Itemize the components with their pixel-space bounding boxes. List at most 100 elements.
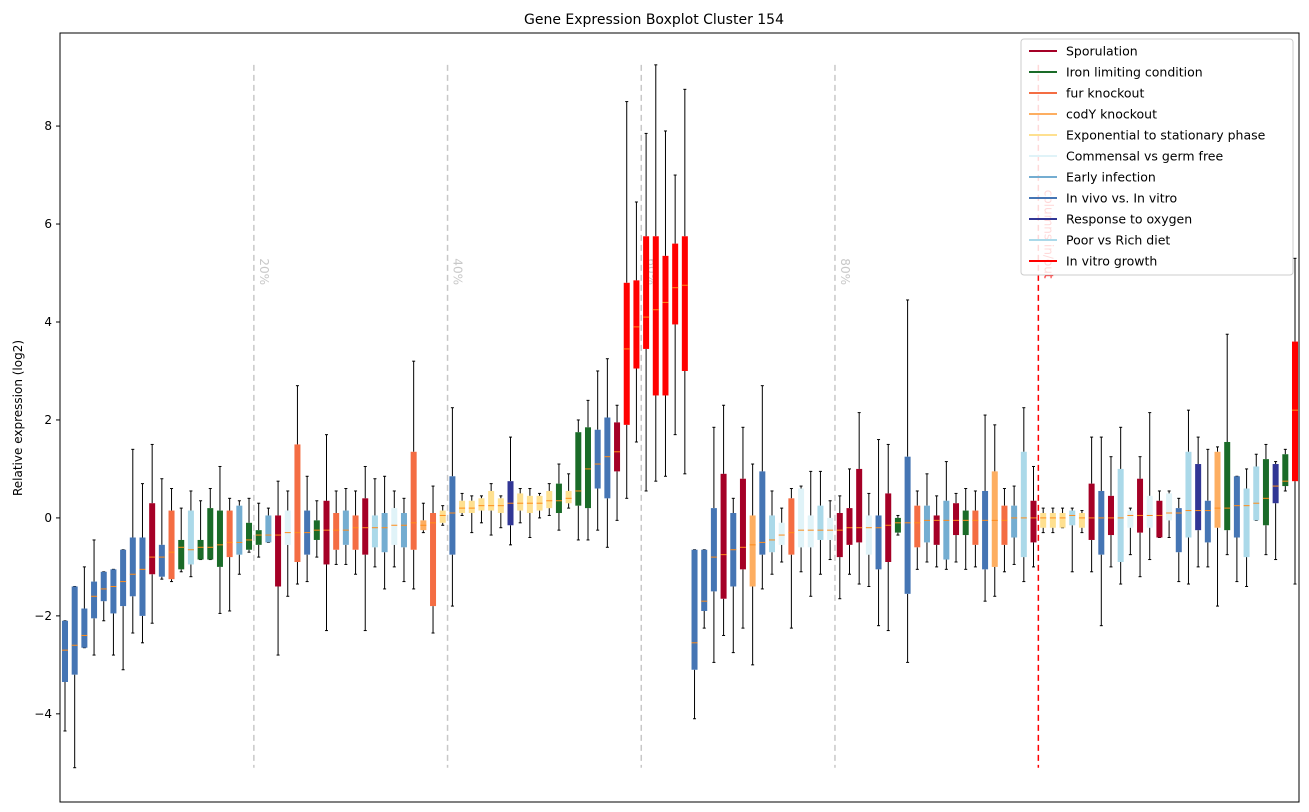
box <box>333 513 340 550</box>
y-tick-label: 4 <box>44 315 52 329</box>
box <box>875 515 882 570</box>
box <box>207 508 214 560</box>
box <box>904 456 911 594</box>
box <box>91 581 98 619</box>
box <box>488 490 495 511</box>
box <box>517 493 524 511</box>
box <box>255 530 262 545</box>
box <box>178 539 185 570</box>
box <box>100 571 107 602</box>
legend-label: Response to oxygen <box>1066 212 1192 227</box>
box <box>836 513 843 558</box>
box <box>410 451 417 550</box>
percentile-label: 80% <box>838 258 852 285</box>
box <box>439 510 446 523</box>
box <box>865 515 872 555</box>
box <box>371 515 378 548</box>
box <box>1166 493 1173 521</box>
box <box>894 517 901 533</box>
box <box>662 255 669 396</box>
box <box>962 510 969 536</box>
box <box>759 471 766 555</box>
box <box>1204 500 1211 543</box>
legend-label: Poor vs Rich diet <box>1066 233 1170 248</box>
box <box>275 515 282 587</box>
legend-label: In vivo vs. In vitro <box>1066 191 1177 206</box>
y-tick-label: 8 <box>44 119 52 133</box>
box <box>739 478 746 570</box>
box <box>565 490 572 504</box>
box <box>342 510 349 545</box>
box <box>110 569 117 614</box>
box <box>187 510 194 565</box>
legend-frame <box>1020 38 1294 276</box>
box <box>129 537 136 597</box>
box <box>1195 464 1202 531</box>
box <box>972 510 979 545</box>
box <box>807 515 814 548</box>
box <box>575 432 582 506</box>
box <box>1291 341 1299 482</box>
y-tick-label: −2 <box>34 609 52 623</box>
box <box>1030 500 1037 543</box>
box <box>614 422 621 472</box>
box <box>1088 483 1095 540</box>
box <box>604 417 611 499</box>
box <box>478 498 485 511</box>
box <box>1011 505 1018 538</box>
box <box>430 513 437 607</box>
box <box>672 243 679 325</box>
y-tick-label: 6 <box>44 217 52 231</box>
box <box>982 490 989 570</box>
box <box>555 483 562 514</box>
box <box>1185 451 1192 538</box>
legend: Sporulation Iron limiting condition fur kn… <box>1020 38 1294 276</box>
legend-label: fur knockout <box>1066 86 1144 101</box>
box <box>623 282 630 425</box>
box <box>856 468 863 543</box>
box <box>710 508 717 592</box>
box <box>594 429 601 489</box>
legend-label: Commensal vs germ free <box>1066 149 1223 164</box>
box <box>216 510 223 567</box>
box <box>323 500 330 565</box>
legend-label: codY knockout <box>1066 107 1157 122</box>
box <box>584 427 591 509</box>
box <box>139 537 146 616</box>
box <box>643 236 650 349</box>
box <box>1069 510 1076 526</box>
box <box>226 510 233 558</box>
legend-label: Sporulation <box>1066 44 1138 59</box>
box <box>362 498 369 555</box>
box <box>71 586 78 675</box>
legend-label: Early infection <box>1066 170 1156 185</box>
box <box>449 476 456 555</box>
percentile-label: 20% <box>257 258 271 285</box>
y-tick-label: −4 <box>34 707 52 721</box>
box <box>933 515 940 545</box>
box <box>526 495 533 514</box>
box <box>1262 459 1269 526</box>
box <box>197 539 204 560</box>
box <box>633 280 640 369</box>
box <box>991 471 998 567</box>
y-tick-label: 2 <box>44 413 52 427</box>
box <box>546 490 553 509</box>
box <box>1078 513 1085 528</box>
box <box>1175 508 1182 553</box>
box <box>400 513 407 548</box>
box <box>246 522 253 550</box>
box <box>1233 476 1240 538</box>
box <box>914 505 921 548</box>
box <box>120 549 127 607</box>
box <box>1243 488 1250 558</box>
box <box>294 444 301 562</box>
box <box>1146 495 1153 528</box>
box <box>1107 495 1114 536</box>
box <box>1253 466 1260 521</box>
box <box>798 488 805 548</box>
box <box>846 508 853 545</box>
box <box>391 508 398 545</box>
chart-title: Gene Expression Boxplot Cluster 154 <box>524 12 784 28</box>
